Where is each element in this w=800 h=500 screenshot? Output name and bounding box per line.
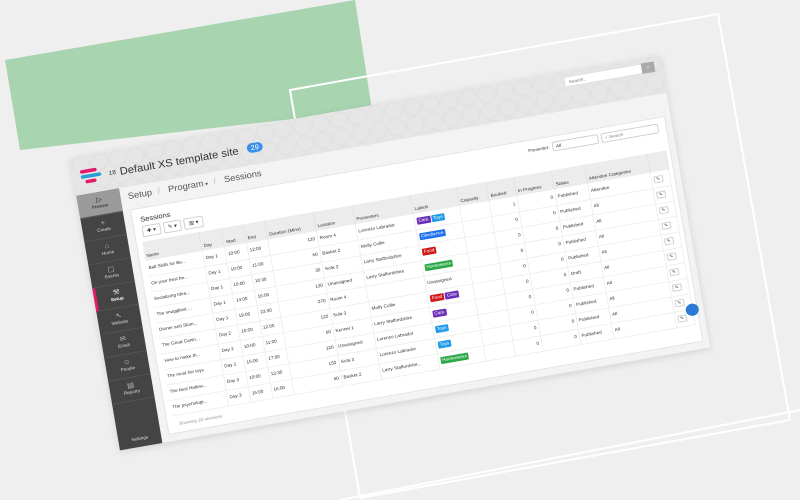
edit-icon[interactable]: ✎ (666, 252, 677, 261)
green-panel (5, 0, 372, 150)
cell-booked: 0 (513, 335, 543, 356)
sidebar-item-label: Setup (110, 295, 125, 304)
label-badge: Homewares (439, 352, 470, 365)
columns-button[interactable]: ▥ ▾ (183, 215, 205, 230)
chevron-down-icon[interactable]: ▾ (203, 181, 209, 188)
outline-line (339, 409, 800, 500)
tools-button[interactable]: ✎ ▾ (162, 219, 183, 234)
session-search-input[interactable]: ⌕ Search (600, 123, 660, 144)
breadcrumb-setup[interactable]: Setup (127, 188, 153, 202)
search-placeholder: Search (608, 132, 624, 140)
edit-icon[interactable]: ✎ (668, 267, 680, 277)
breadcrumb-sessions: Sessions (223, 168, 263, 185)
add-button[interactable]: ✚ ▾ (141, 222, 162, 238)
edit-icon[interactable]: ✎ (663, 236, 675, 246)
edit-icon[interactable]: ✎ (658, 205, 669, 215)
edit-icon[interactable]: ✎ (660, 221, 672, 230)
label-badge: Care (416, 215, 431, 225)
search-icon[interactable]: ⌕ (640, 61, 656, 74)
table-footer: Showing 10 sessions (178, 413, 223, 427)
sidebar-item-settings[interactable]: Settings (131, 434, 149, 443)
label-badge: Toys (434, 324, 450, 334)
label-badge: Food (421, 246, 437, 256)
presenter-label: Presenter: (527, 144, 551, 154)
cell-start: 15:00 (248, 382, 273, 402)
sidebar-item-label: People (120, 365, 136, 374)
edit-icon[interactable]: ✎ (671, 283, 683, 292)
edit-icon[interactable]: ✎ (676, 314, 688, 323)
edit-icon[interactable]: ✎ (674, 298, 685, 308)
breadcrumb-program[interactable]: Program (167, 179, 205, 195)
notification-badge[interactable]: 29 (246, 141, 264, 154)
label-badge: Food (429, 292, 445, 303)
presenter-select[interactable]: All (551, 134, 600, 152)
site-number: 18 (108, 169, 117, 177)
sidebar-item-label: Email (117, 342, 131, 350)
logo[interactable] (79, 167, 103, 184)
edit-icon[interactable]: ✎ (655, 190, 667, 200)
label-badge: Care (432, 308, 447, 318)
site-title[interactable]: Default XS template site (118, 144, 240, 178)
label-badge: Homewares (424, 259, 454, 272)
search-placeholder: Search... (568, 76, 588, 85)
sidebar-item-label: Create (96, 226, 112, 234)
label-badge: Toys (430, 212, 446, 223)
sidebar-item-label: Events (104, 272, 120, 281)
cell-end: 16:00 (269, 378, 295, 399)
label-badge: Toys (437, 339, 452, 349)
label-badge: Obedience (418, 228, 446, 241)
sidebar-item-label: Home (101, 249, 115, 257)
edit-icon[interactable]: ✎ (652, 174, 664, 184)
label-badge: Care (444, 290, 460, 300)
cell-day: Day 3 (226, 386, 251, 406)
